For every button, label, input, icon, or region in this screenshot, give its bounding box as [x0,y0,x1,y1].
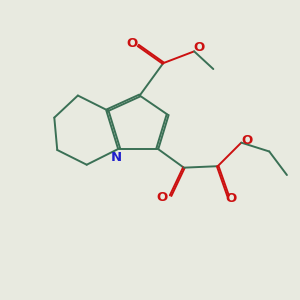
Text: O: O [157,190,168,204]
Text: N: N [111,151,122,164]
Text: O: O [225,192,237,205]
Text: O: O [242,134,253,147]
Text: O: O [194,41,205,54]
Text: O: O [127,38,138,50]
